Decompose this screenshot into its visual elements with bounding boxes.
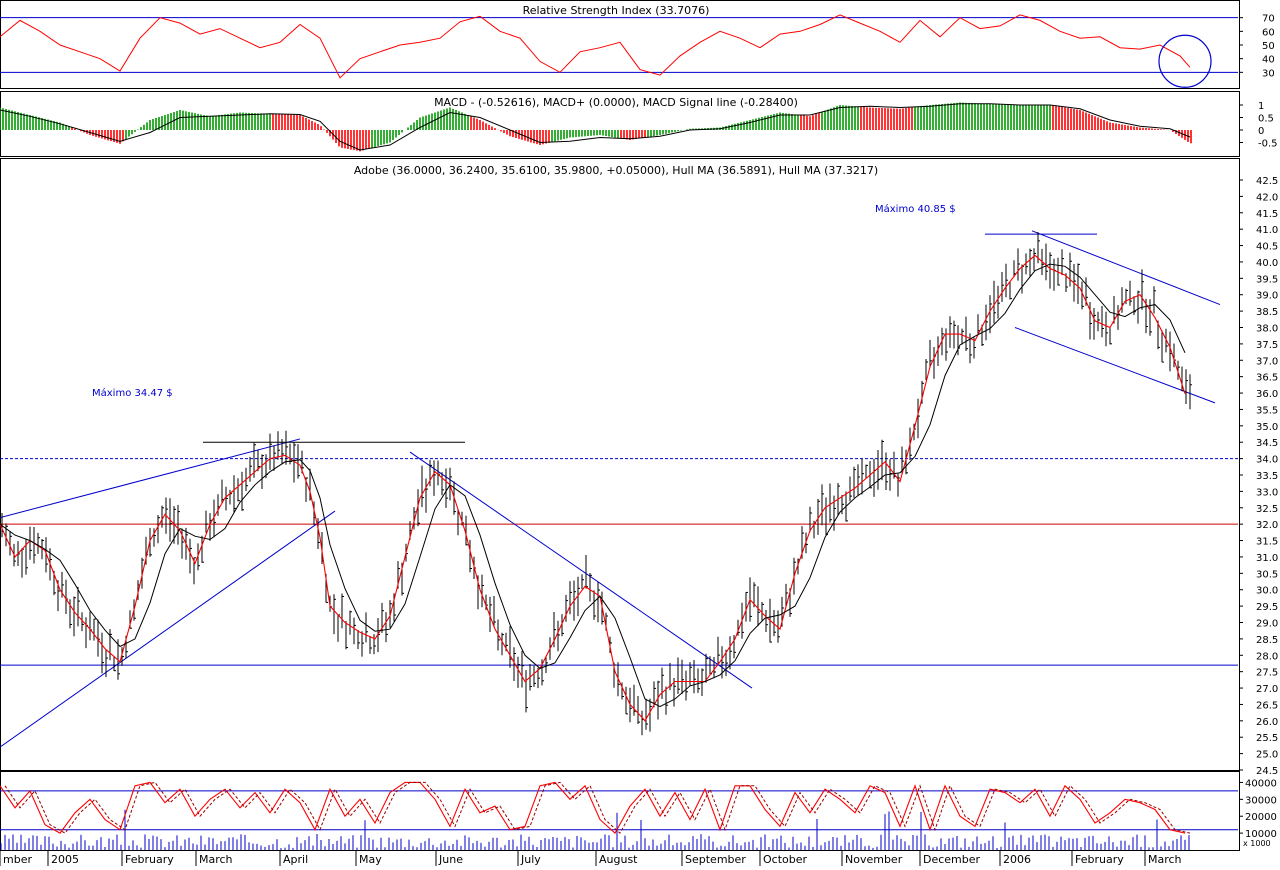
price-title: Adobe (36.0000, 36.2400, 35.6100, 35.980…: [354, 164, 878, 177]
price-tick-label: 37.5: [1256, 340, 1278, 351]
price-tick-label: 36.5: [1256, 373, 1278, 384]
stoch-tick-label: 40000: [1245, 778, 1277, 789]
price-trend-line: [0, 438, 301, 519]
price-tick-label: 34.0: [1256, 455, 1278, 466]
price-tick-label: 34.5: [1256, 438, 1278, 449]
macd-tick-label: 0: [1258, 126, 1264, 137]
stoch-tick-label: 10000: [1245, 829, 1277, 840]
rsi-tick-label: 70: [1262, 14, 1275, 25]
price-tick-label: 36.0: [1256, 389, 1278, 400]
x-month-label: April: [283, 853, 308, 866]
price-tick-label: 38.5: [1256, 307, 1278, 318]
rsi-tick-label: 50: [1262, 41, 1275, 52]
x-month-label: October: [763, 853, 807, 866]
x-month-label: 2005: [51, 853, 79, 866]
price-tick-label: 31.5: [1256, 537, 1278, 548]
x-month-label: June: [438, 853, 463, 866]
x-month-label: 2006: [1003, 853, 1031, 866]
x-month-label: November: [845, 853, 903, 866]
x-month-label: July: [520, 853, 541, 866]
price-tick-label: 25.5: [1256, 733, 1278, 744]
rsi-series-line: [0, 14, 1191, 79]
price-tick-label: 29.5: [1256, 602, 1278, 613]
max-annotation-2006: Máximo 40.85 $: [875, 203, 956, 215]
price-tick-label: 28.0: [1256, 651, 1278, 662]
x-month-label: mber: [3, 853, 32, 866]
stoch-d-line: [4, 781, 1191, 834]
price-tick-label: 30.5: [1256, 569, 1278, 580]
x-month-label: March: [199, 853, 233, 866]
volume-unit-label: x 1000: [1243, 839, 1271, 848]
stoch-tick-label: 30000: [1245, 795, 1277, 806]
price-tick-label: 39.5: [1256, 274, 1278, 285]
price-tick-label: 29.0: [1256, 619, 1278, 630]
price-trend-line: [1014, 327, 1216, 404]
price-tick-label: 33.0: [1256, 487, 1278, 498]
price-tick-label: 30.0: [1256, 586, 1278, 597]
price-tick-label: 27.5: [1256, 668, 1278, 679]
price-tick-label: 40.5: [1256, 242, 1278, 253]
hull-ma-fast-line: [0, 254, 1186, 722]
price-tick-label: 26.5: [1256, 700, 1278, 711]
price-tick-label: 25.0: [1256, 750, 1278, 761]
macd-signal-line: [0, 103, 1191, 151]
price-tick-label: 24.5: [1256, 766, 1278, 777]
x-month-label: August: [599, 853, 638, 866]
price-tick-label: 31.0: [1256, 553, 1278, 564]
rsi-tick-label: 60: [1262, 27, 1275, 38]
price-tick-label: 27.0: [1256, 684, 1278, 695]
stochastic-panel-frame: [0, 771, 1240, 851]
rsi-title: Relative Strength Index (33.7076): [523, 4, 710, 17]
price-tick-label: 41.0: [1256, 225, 1278, 236]
price-tick-label: 32.5: [1256, 504, 1278, 515]
macd-tick-label: 1: [1258, 101, 1264, 112]
x-month-label: December: [923, 853, 981, 866]
price-tick-label: 33.5: [1256, 471, 1278, 482]
price-tick-label: 38.0: [1256, 324, 1278, 335]
price-trend-line: [409, 451, 753, 689]
rsi-highlight-circle: [1158, 34, 1212, 88]
price-tick-label: 26.0: [1256, 717, 1278, 728]
price-tick-label: 35.0: [1256, 422, 1278, 433]
macd-tick-label: 0.5: [1258, 114, 1274, 125]
price-trend-line: [1031, 230, 1221, 306]
stoch-tick-label: 20000: [1245, 812, 1277, 823]
macd-tick-label: -0.5: [1258, 139, 1278, 150]
price-tick-label: 42.5: [1256, 176, 1278, 187]
price-tick-label: 37.0: [1256, 356, 1278, 367]
x-month-label: March: [1148, 853, 1182, 866]
max-annotation-2005: Máximo 34.47 $: [92, 387, 173, 399]
price-tick-label: 42.0: [1256, 192, 1278, 203]
price-trend-line: [0, 510, 336, 748]
x-month-label: February: [125, 853, 174, 866]
x-month-label: February: [1075, 853, 1124, 866]
macd-title: MACD - (-0.52616), MACD+ (0.0000), MACD …: [434, 96, 798, 109]
price-tick-label: 39.0: [1256, 291, 1278, 302]
price-tick-label: 28.5: [1256, 635, 1278, 646]
rsi-tick-label: 30: [1262, 68, 1275, 79]
price-tick-label: 40.0: [1256, 258, 1278, 269]
rsi-tick-label: 40: [1262, 55, 1275, 66]
price-tick-label: 35.5: [1256, 405, 1278, 416]
price-tick-label: 32.0: [1256, 520, 1278, 531]
x-month-label: May: [359, 853, 382, 866]
stoch-k-line: [0, 781, 1186, 834]
price-panel-frame: [0, 158, 1240, 771]
x-month-label: September: [685, 853, 746, 866]
price-tick-label: 41.5: [1256, 209, 1278, 220]
hull-ma-slow-line: [0, 263, 1186, 708]
